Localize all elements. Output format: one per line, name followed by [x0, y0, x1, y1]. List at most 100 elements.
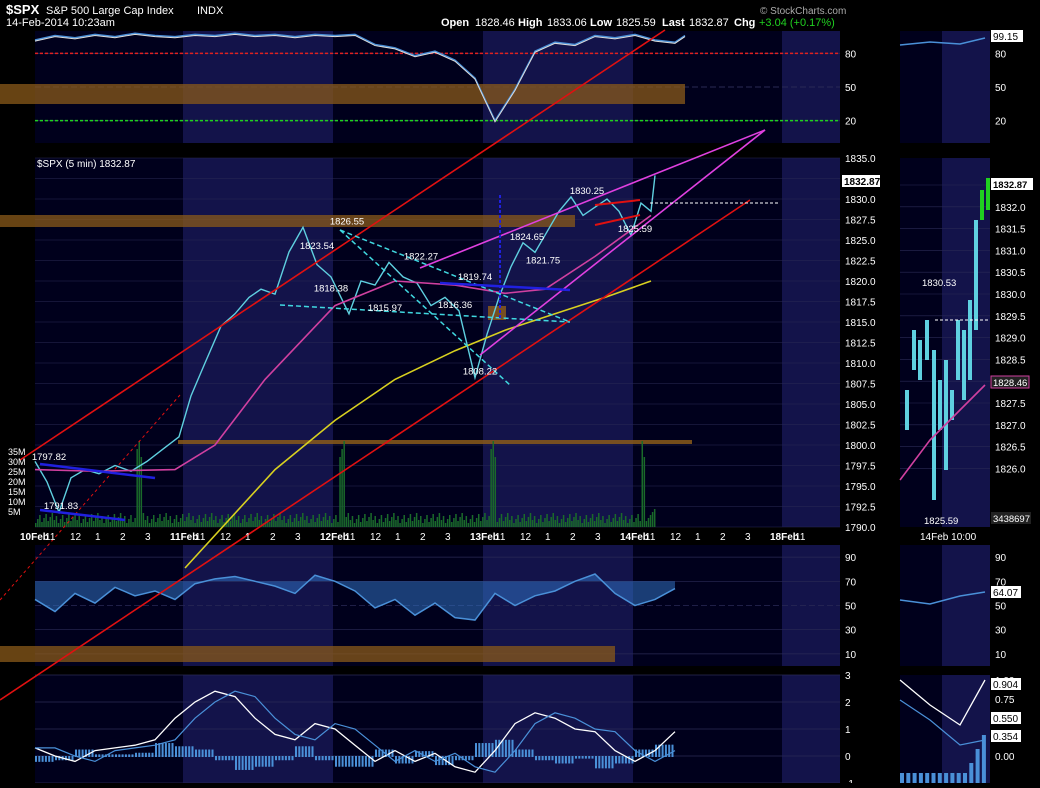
volume-bar [374, 516, 376, 527]
volume-bar [529, 513, 532, 527]
volume-bar [506, 513, 509, 527]
macd-histogram-bar [38, 756, 41, 762]
volume-bar [380, 515, 383, 527]
macd-histogram-bar [601, 756, 604, 769]
macd-histogram-bar [295, 746, 297, 757]
side-rsi-tick-90: 90 [995, 553, 1007, 564]
top-tick-80: 80 [845, 49, 857, 60]
volume-bar [405, 522, 408, 527]
volume-bar [283, 516, 285, 527]
volume-bar [566, 518, 569, 527]
volume-bar [376, 523, 379, 527]
volume-bar [490, 449, 492, 527]
side-macd-histogram-bar [956, 773, 961, 783]
macd-histogram-bar [64, 756, 67, 761]
volume-bar [161, 521, 163, 527]
macd-histogram-bar [335, 756, 337, 767]
macd-histogram-bar [184, 746, 187, 757]
volume-bar [200, 522, 203, 527]
volume-bar [583, 519, 586, 527]
x-label-2: 12 [70, 532, 82, 543]
x-label-11: 3 [295, 532, 301, 543]
volume-bar [184, 521, 186, 527]
macd-histogram-bar [371, 756, 374, 767]
macd-histogram-bar [298, 746, 301, 757]
x-label-19: 11 [495, 532, 506, 543]
volume-bar [78, 516, 80, 527]
volume-bar [486, 520, 488, 527]
volume-bar [235, 520, 238, 527]
price-annotation-5: 1819.74 [458, 272, 492, 283]
macd-histogram-bar [528, 749, 531, 757]
macd-histogram-bar [644, 749, 647, 757]
macd-histogram-bar [318, 756, 321, 761]
macd-histogram-bar [428, 751, 431, 757]
volume-bar [289, 515, 292, 527]
macd-histogram-bar [504, 739, 507, 757]
volume-bar [562, 515, 565, 527]
volume-bar [498, 518, 501, 527]
volume-bar [177, 522, 180, 527]
macd-histogram-bar [358, 756, 361, 767]
side-candle [974, 220, 978, 330]
price-annotations: 1826.55 1823.54 1818.38 1815.97 1822.27 1819.… [32, 186, 652, 512]
x-label-5: 3 [145, 532, 151, 543]
macd-histogram-bar [375, 749, 377, 757]
volume-bar [359, 522, 362, 527]
volume-bar [544, 518, 546, 527]
volume-bar [533, 516, 536, 527]
volume-bar [80, 523, 83, 527]
price-annotation-2: 1818.38 [314, 283, 348, 294]
volume-bar [76, 520, 78, 527]
side-macd-histogram-bar [900, 773, 904, 783]
macd-histogram-bar [401, 756, 404, 764]
volume-bar [248, 518, 250, 527]
macd-histogram-bar [351, 756, 354, 767]
macd-histogram-bar [595, 756, 597, 769]
macd-histogram-bar [584, 756, 587, 759]
macd-histogram-bar [404, 756, 407, 764]
last-price-label: 1832.87 [844, 177, 881, 188]
side-sma-line [899, 384, 986, 481]
macd-histogram-bar [48, 756, 51, 762]
volume-bar [643, 457, 646, 527]
macd-histogram-bar [231, 756, 234, 761]
macd-histogram-bar [244, 756, 247, 770]
rsi-zone [0, 646, 615, 662]
blue-level-line [439, 281, 571, 292]
volume-bar [113, 514, 116, 527]
side-candle [912, 330, 916, 370]
volume-bar [608, 515, 610, 527]
macd-histogram-bar [608, 756, 611, 769]
volume-bar [564, 522, 567, 527]
volume-bar [453, 518, 455, 527]
volume-bar [165, 513, 167, 527]
macd-histogram-bar [541, 756, 544, 761]
volume-bar [213, 520, 215, 527]
volume-bar [47, 521, 49, 527]
x-label-27: 1 [695, 532, 701, 543]
side-macd-histogram-bar [925, 773, 930, 783]
volume-bar [132, 522, 134, 527]
macd-histogram-bar [588, 756, 591, 759]
volume-bar [148, 523, 151, 527]
macd-histogram-bar [75, 749, 77, 757]
volume-bar [372, 520, 374, 527]
macd-histogram-bar [348, 756, 351, 767]
side-candle [962, 330, 966, 400]
volume-bar [475, 518, 478, 527]
macd-histogram-bar [201, 749, 204, 757]
volume-bar [268, 522, 271, 527]
upper-red-trendline [19, 29, 666, 461]
volume-bar [581, 523, 583, 527]
volume-bar [335, 515, 337, 527]
volume-tick-2: 15M [8, 487, 26, 497]
macd-histogram-bar [281, 756, 284, 761]
macd-histogram-bar [535, 756, 537, 761]
side-top-value-box [991, 30, 1023, 42]
sma-long-line [184, 280, 652, 569]
volume-bar [606, 519, 608, 527]
side-rsi-tick-50: 50 [995, 602, 1007, 613]
volume-bar [393, 513, 395, 527]
